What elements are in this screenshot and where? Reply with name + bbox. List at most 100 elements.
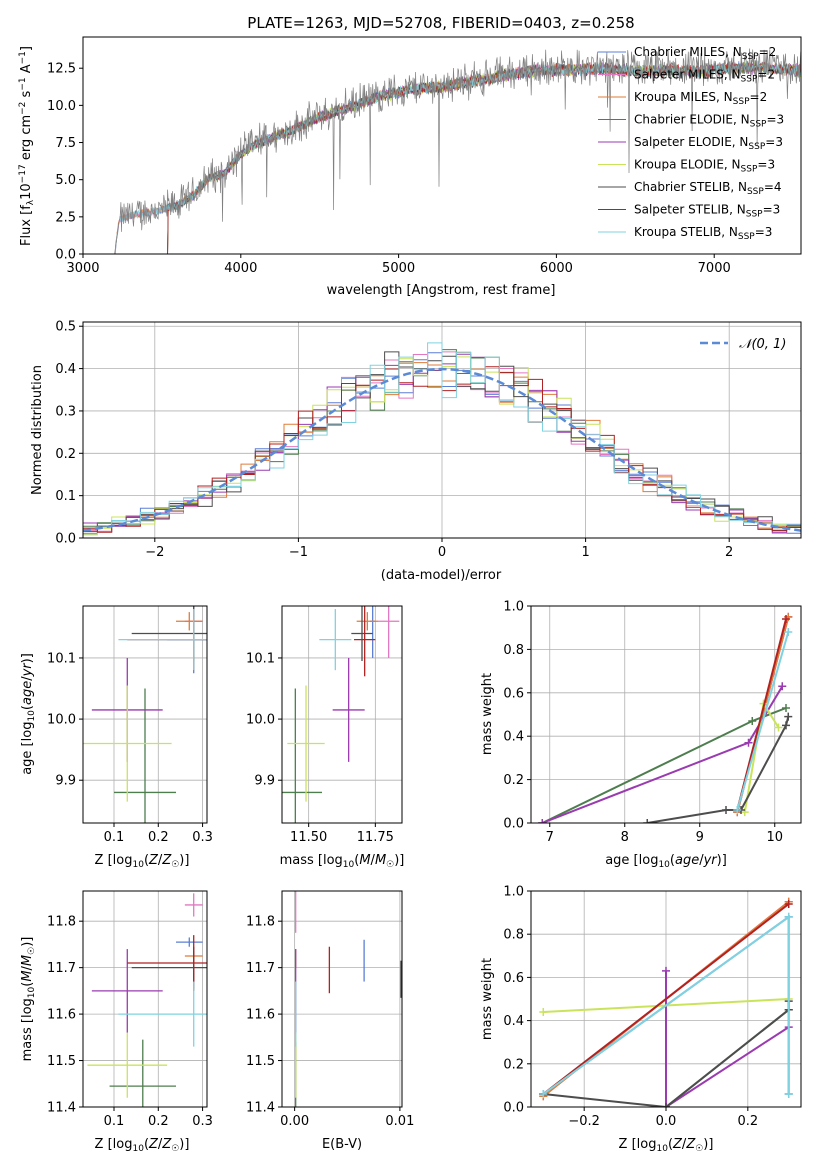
x-tick-label: 11.50: [290, 830, 327, 845]
weight-point: [662, 966, 670, 975]
y-tick-label: 11.4: [246, 1101, 275, 1116]
y-tick-label: 5.0: [55, 173, 76, 188]
axes-frame: [281, 605, 403, 824]
plot-area: [83, 606, 207, 823]
x-axis-label: wavelength [Angstrom, rest frame]: [327, 283, 556, 298]
mass-vs-metallicity-panel: 0.1 0.2 0.3 11.4 11.5 11.6 11.7 11.8 Z [log10(Z/…: [20, 890, 213, 1154]
y-tick-label: 11.8: [47, 915, 76, 930]
x-axis-label: (data-model)/error: [381, 568, 502, 583]
weight-point: [784, 1090, 793, 1099]
weight-point: [778, 682, 787, 691]
y-tick-label: 11.5: [47, 1054, 76, 1069]
legend-entry: Kroupa STELIB, NSSP=3: [634, 225, 772, 242]
figure-title: PLATE=1263, MJD=52708, FIBERID=0403, z=0…: [247, 14, 634, 32]
legend-entry: 𝒩(0, 1): [739, 337, 786, 352]
x-tick-label: 0.2: [148, 830, 169, 845]
x-axis-label: age [log10(age/yr)]: [605, 853, 727, 870]
weight-point: [538, 819, 547, 823]
weight-point: [539, 1007, 548, 1016]
x-axis-label: E(B-V): [322, 1137, 362, 1152]
y-tick-label: 0.0: [55, 532, 76, 547]
axes-frame: [82, 321, 802, 539]
x-tick-label: 0.00: [280, 1114, 309, 1129]
weight-vs-metallicity-panel: −0.2 0.0 0.2 0.0 0.2 0.4 0.6 0.8 1.0 Z [log10(Z/Z…: [480, 885, 802, 1154]
plot-area: [114, 48, 801, 254]
plot-area: [295, 891, 402, 1107]
y-tick-label: 0.8: [503, 928, 524, 943]
weight-point: [782, 721, 790, 730]
y-tick-label: 0.2: [503, 1057, 524, 1072]
axes-frame: [82, 890, 208, 1108]
y-tick-label: 0.8: [503, 643, 524, 658]
observed-spectrum-line: [114, 48, 801, 254]
y-tick-label: 7.5: [55, 136, 76, 151]
y-tick-label: 0.0: [55, 248, 76, 263]
weight-point: [643, 819, 652, 823]
axes-frame: [530, 890, 802, 1108]
axes-frame: [281, 890, 403, 1108]
y-tick-label: 10.0: [47, 713, 76, 728]
x-tick-label: 0.3: [192, 830, 213, 845]
weight-point: [539, 1090, 548, 1099]
weight-point: [782, 703, 790, 712]
y-tick-label: 2.5: [55, 210, 76, 225]
x-tick-label: 0.01: [385, 1114, 414, 1129]
weight-line: [736, 631, 790, 811]
x-tick-label: 2: [725, 545, 733, 560]
x-tick-label: 0: [438, 545, 446, 560]
normal-reference-curve: [83, 367, 801, 532]
weight-point: [748, 717, 757, 726]
y-axis-label: mass weight: [480, 958, 495, 1040]
legend-entry: Kroupa MILES, NSSP=2: [634, 90, 767, 107]
legend-entry: Kroupa ELODIE, NSSP=3: [634, 158, 775, 175]
weight-point: [784, 712, 793, 721]
weight-line: [542, 903, 790, 1095]
legend-entry: Salpeter MILES, NSSP=2: [634, 68, 775, 85]
weight-line: [647, 716, 790, 823]
x-tick-label: 5000: [382, 261, 415, 276]
weight-line: [665, 970, 790, 1107]
x-tick-label: 9: [696, 830, 704, 845]
mass-vs-extinction-panel: 0.00 0.01 11.4 11.5 11.6 11.7 11.8 E(B-V): [246, 890, 414, 1152]
y-axis-label: mass weight: [480, 673, 495, 755]
y-tick-label: 0.5: [55, 320, 76, 335]
y-tick-label: 10.1: [47, 651, 76, 666]
x-axis-label: Z [log10(Z/Z☉)]: [95, 853, 190, 870]
y-tick-label: 0.4: [503, 1014, 524, 1029]
y-tick-label: 11.6: [47, 1008, 76, 1023]
residual-histogram-panel: −2 −1 0 1 2 0.0 0.1 0.2 0.3 0.4 0.5 𝒩(0, 1) (data-mo…: [30, 320, 802, 583]
legend-entry: Chabrier MILES, NSSP=2: [634, 45, 776, 62]
y-tick-label: 10.1: [246, 651, 275, 666]
y-tick-label: 0.0: [503, 817, 524, 832]
y-axis-label: Flux [fλ10−17 erg cm−2 s−1 A−1]: [18, 46, 36, 246]
x-tick-label: 0.3: [192, 1114, 213, 1129]
weight-point: [662, 1103, 670, 1107]
axes-frame: [530, 605, 802, 824]
x-tick-label: 0.0: [656, 1114, 677, 1129]
axes-frame: [82, 605, 208, 824]
y-tick-label: 0.4: [55, 362, 76, 377]
x-tick-label: 0.2: [148, 1114, 169, 1129]
plot-area: [539, 897, 793, 1107]
x-tick-label: 7: [546, 830, 554, 845]
y-tick-label: 10.0: [47, 99, 76, 114]
y-tick-label: 1.0: [503, 600, 524, 615]
x-tick-label: −2: [145, 545, 164, 560]
y-tick-label: 11.8: [246, 915, 275, 930]
y-tick-label: 11.7: [246, 961, 275, 976]
legend: Chabrier MILES, NSSP=2 Salpeter MILES, NS…: [598, 45, 784, 242]
legend-entry: Salpeter ELODIE, NSSP=3: [634, 135, 783, 152]
y-tick-label: 0.2: [503, 773, 524, 788]
y-tick-label: 9.9: [254, 774, 275, 789]
weight-point: [784, 628, 793, 637]
x-tick-label: 3000: [66, 261, 99, 276]
x-tick-label: 8: [621, 830, 629, 845]
plot-area: [282, 606, 400, 823]
x-tick-label: −0.2: [568, 1114, 600, 1129]
weight-point: [722, 805, 730, 814]
y-tick-label: 0.1: [55, 489, 76, 504]
weight-point: [784, 912, 793, 921]
plot-area: [87, 893, 207, 1107]
weight-vs-age-panel: 7 8 9 10 0.0 0.2 0.4 0.6 0.8 1.0 age [log10(age/yr…: [480, 600, 802, 870]
